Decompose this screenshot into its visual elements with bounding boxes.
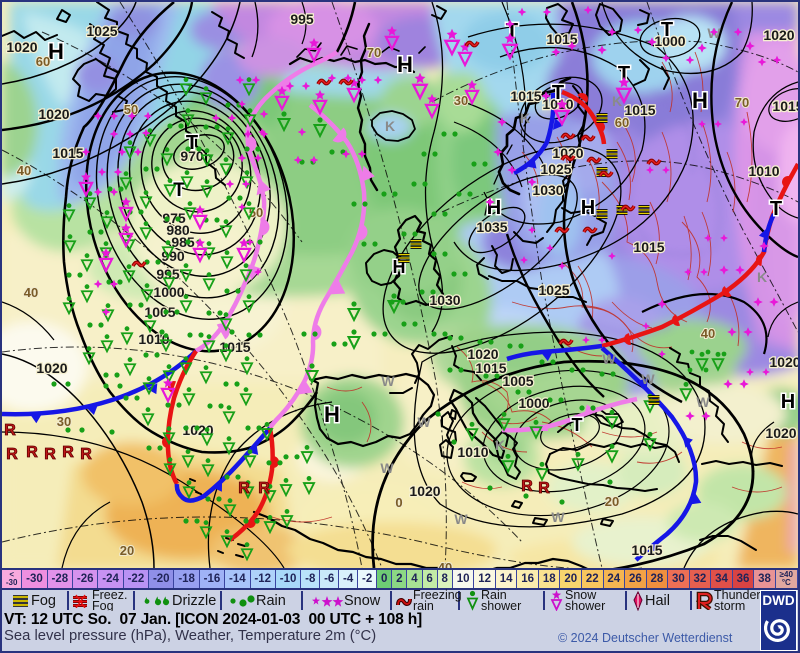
svg-text:R: R bbox=[80, 446, 92, 463]
svg-text:T: T bbox=[618, 63, 630, 85]
svg-text:R: R bbox=[521, 478, 533, 495]
svg-text:R: R bbox=[44, 446, 56, 463]
svg-text:1020: 1020 bbox=[6, 39, 37, 55]
svg-text:K: K bbox=[757, 269, 767, 285]
svg-text:R: R bbox=[6, 446, 18, 463]
svg-text:H: H bbox=[397, 52, 413, 77]
svg-text:990: 990 bbox=[161, 248, 185, 264]
svg-text:H: H bbox=[324, 402, 340, 427]
svg-text:T: T bbox=[572, 415, 583, 435]
svg-text:975: 975 bbox=[162, 210, 186, 226]
svg-text:W: W bbox=[380, 460, 394, 476]
svg-text:1015: 1015 bbox=[631, 542, 662, 558]
svg-text:R: R bbox=[4, 422, 16, 439]
svg-text:K: K bbox=[385, 118, 395, 134]
svg-text:1000: 1000 bbox=[654, 33, 685, 49]
svg-text:R: R bbox=[538, 480, 550, 497]
svg-text:1010: 1010 bbox=[457, 444, 488, 460]
svg-text:W: W bbox=[696, 394, 710, 410]
svg-text:1020: 1020 bbox=[38, 106, 69, 122]
svg-text:20: 20 bbox=[120, 543, 134, 558]
svg-text:1015: 1015 bbox=[633, 239, 664, 255]
svg-text:1020: 1020 bbox=[36, 360, 67, 376]
svg-text:1015: 1015 bbox=[475, 360, 506, 376]
svg-text:W: W bbox=[454, 511, 468, 527]
svg-text:70: 70 bbox=[367, 45, 381, 60]
svg-text:1035: 1035 bbox=[476, 219, 507, 235]
svg-text:30: 30 bbox=[454, 93, 468, 108]
svg-text:1015: 1015 bbox=[624, 102, 655, 118]
svg-text:1015: 1015 bbox=[52, 145, 83, 161]
svg-text:20: 20 bbox=[605, 494, 619, 509]
svg-text:H: H bbox=[48, 39, 64, 64]
svg-text:1025: 1025 bbox=[538, 282, 569, 298]
svg-text:1005: 1005 bbox=[502, 373, 533, 389]
svg-text:1020: 1020 bbox=[769, 354, 798, 370]
svg-text:1030: 1030 bbox=[532, 182, 563, 198]
svg-text:1010: 1010 bbox=[748, 163, 779, 179]
svg-text:W: W bbox=[641, 371, 655, 387]
svg-text:995: 995 bbox=[290, 11, 314, 27]
svg-text:1025: 1025 bbox=[86, 23, 117, 39]
svg-text:1020: 1020 bbox=[765, 425, 796, 441]
svg-text:R: R bbox=[62, 444, 74, 461]
svg-text:T: T bbox=[552, 82, 564, 104]
svg-text:60: 60 bbox=[36, 54, 50, 69]
svg-text:1015: 1015 bbox=[772, 98, 798, 114]
svg-text:40: 40 bbox=[17, 163, 31, 178]
svg-text:W: W bbox=[381, 373, 395, 389]
svg-text:1020: 1020 bbox=[763, 27, 794, 43]
svg-text:1000: 1000 bbox=[518, 395, 549, 411]
svg-text:1015: 1015 bbox=[546, 31, 577, 47]
svg-text:K: K bbox=[612, 93, 622, 109]
svg-text:1020: 1020 bbox=[552, 145, 583, 161]
svg-text:40: 40 bbox=[438, 560, 452, 568]
svg-text:1025: 1025 bbox=[540, 161, 571, 177]
svg-text:H: H bbox=[692, 88, 708, 113]
svg-text:40: 40 bbox=[701, 326, 715, 341]
svg-text:K: K bbox=[495, 437, 505, 453]
svg-text:60: 60 bbox=[615, 115, 629, 130]
svg-text:R: R bbox=[238, 480, 250, 497]
svg-text:1020: 1020 bbox=[467, 346, 498, 362]
svg-text:985: 985 bbox=[171, 234, 195, 250]
svg-text:40: 40 bbox=[24, 285, 38, 300]
svg-text:H: H bbox=[781, 391, 795, 413]
svg-text:30: 30 bbox=[57, 414, 71, 429]
svg-text:1000: 1000 bbox=[153, 284, 184, 300]
svg-text:R: R bbox=[258, 480, 270, 497]
svg-text:980: 980 bbox=[166, 222, 190, 238]
svg-text:1010: 1010 bbox=[138, 331, 169, 347]
svg-text:W: W bbox=[417, 414, 431, 430]
svg-text:0: 0 bbox=[395, 495, 402, 510]
svg-text:70: 70 bbox=[735, 95, 749, 110]
svg-text:W: W bbox=[602, 351, 616, 367]
svg-text:K: K bbox=[520, 110, 530, 126]
svg-text:T: T bbox=[770, 198, 782, 220]
svg-text:1020: 1020 bbox=[409, 483, 440, 499]
svg-text:T: T bbox=[173, 180, 185, 201]
svg-text:R: R bbox=[26, 444, 38, 461]
svg-text:1030: 1030 bbox=[429, 292, 460, 308]
svg-text:1015: 1015 bbox=[510, 88, 541, 104]
svg-text:H: H bbox=[581, 197, 595, 219]
svg-text:W: W bbox=[551, 509, 565, 525]
svg-text:T: T bbox=[661, 19, 673, 41]
svg-text:50: 50 bbox=[124, 102, 138, 117]
